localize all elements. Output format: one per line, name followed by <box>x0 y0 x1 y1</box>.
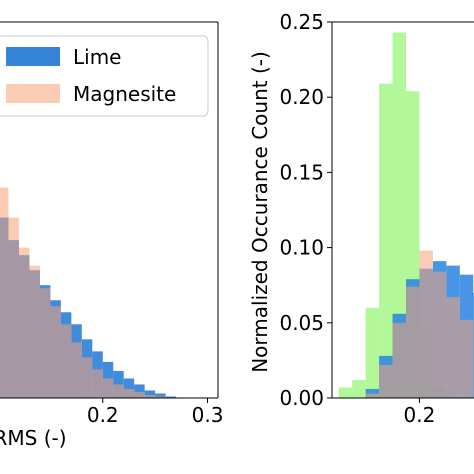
bar-magnesite-4 <box>39 288 51 398</box>
bar-right-orange-2 <box>392 322 406 398</box>
bar-magnesite-9 <box>92 369 103 398</box>
bar-lime-14 <box>144 390 156 398</box>
legend: Lime Magnesite <box>0 35 209 117</box>
bar-right-orange-4 <box>419 250 433 398</box>
left-x-tick-label-1: 0.3 <box>192 403 224 427</box>
bar-right-orange-7 <box>459 319 474 398</box>
bar-right-green-1 <box>352 379 366 398</box>
legend-swatch-magnesite <box>6 84 60 103</box>
left-x-tick-label-0: 0.2 <box>87 403 119 427</box>
right-histogram-bars <box>338 32 474 399</box>
bar-right-green-4 <box>392 32 406 398</box>
bar-magnesite-13 <box>134 391 145 398</box>
right-y-tick-label-5: 0.25 <box>279 10 324 34</box>
bar-magnesite-3 <box>29 265 40 398</box>
right-x-ticks: 0.2 <box>404 398 436 427</box>
bar-magnesite-5 <box>50 306 61 398</box>
bar-lime-15 <box>155 393 166 398</box>
left-histogram-panel: 0.2 0.3 RMS (-) Lime Magnesite <box>0 21 224 450</box>
bar-magnesite-12 <box>123 388 135 398</box>
bar-magnesite-7 <box>71 342 82 398</box>
bar-magnesite-6 <box>60 324 72 398</box>
bar-magnesite-8 <box>81 357 93 398</box>
bar-right-orange-0 <box>365 393 380 398</box>
bar-magnesite-2 <box>18 247 30 398</box>
right-y-axis-label: Normalized Occurance Count (-) <box>248 51 272 373</box>
right-y-tick-label-3: 0.15 <box>279 160 324 184</box>
bar-right-green-3 <box>379 83 393 398</box>
bar-magnesite-1 <box>8 217 19 398</box>
bar-magnesite-0 <box>0 187 9 398</box>
legend-swatch-lime <box>6 47 60 66</box>
bar-lime-16 <box>165 396 177 398</box>
bar-lime-13 <box>134 384 145 398</box>
bar-right-orange-3 <box>406 286 420 398</box>
right-axes-frame <box>331 21 474 399</box>
bar-right-green-0 <box>338 387 353 398</box>
right-y-tick-label-2: 0.10 <box>279 236 324 260</box>
bar-magnesite-15 <box>155 396 166 398</box>
right-y-ticks: 0.00 0.05 0.10 0.15 0.20 0.25 <box>279 10 332 410</box>
bar-right-orange-5 <box>432 271 447 398</box>
right-x-tick-label-0: 0.2 <box>404 403 436 427</box>
bar-magnesite-14 <box>144 394 156 398</box>
bar-magnesite-10 <box>102 378 114 398</box>
left-histogram-bars <box>0 187 177 398</box>
right-y-tick-label-0: 0.00 <box>279 386 324 410</box>
left-axes-frame <box>0 21 219 399</box>
bar-right-green-2 <box>365 307 380 398</box>
bar-right-orange-1 <box>379 364 393 398</box>
right-histogram-panel: 0.00 0.05 0.10 0.15 0.20 0.25 0.2 Normalized … <box>248 10 474 427</box>
left-x-ticks: 0.2 0.3 <box>87 398 224 427</box>
legend-label-lime: Lime <box>73 45 122 69</box>
right-y-tick-label-4: 0.20 <box>279 85 324 109</box>
legend-label-magnesite: Magnesite <box>73 82 176 106</box>
bar-lime-12 <box>123 378 135 398</box>
right-y-tick-label-1: 0.05 <box>279 311 324 335</box>
left-x-axis-label: RMS (-) <box>0 426 67 450</box>
bar-magnesite-11 <box>113 384 124 398</box>
bar-right-orange-6 <box>446 297 460 398</box>
